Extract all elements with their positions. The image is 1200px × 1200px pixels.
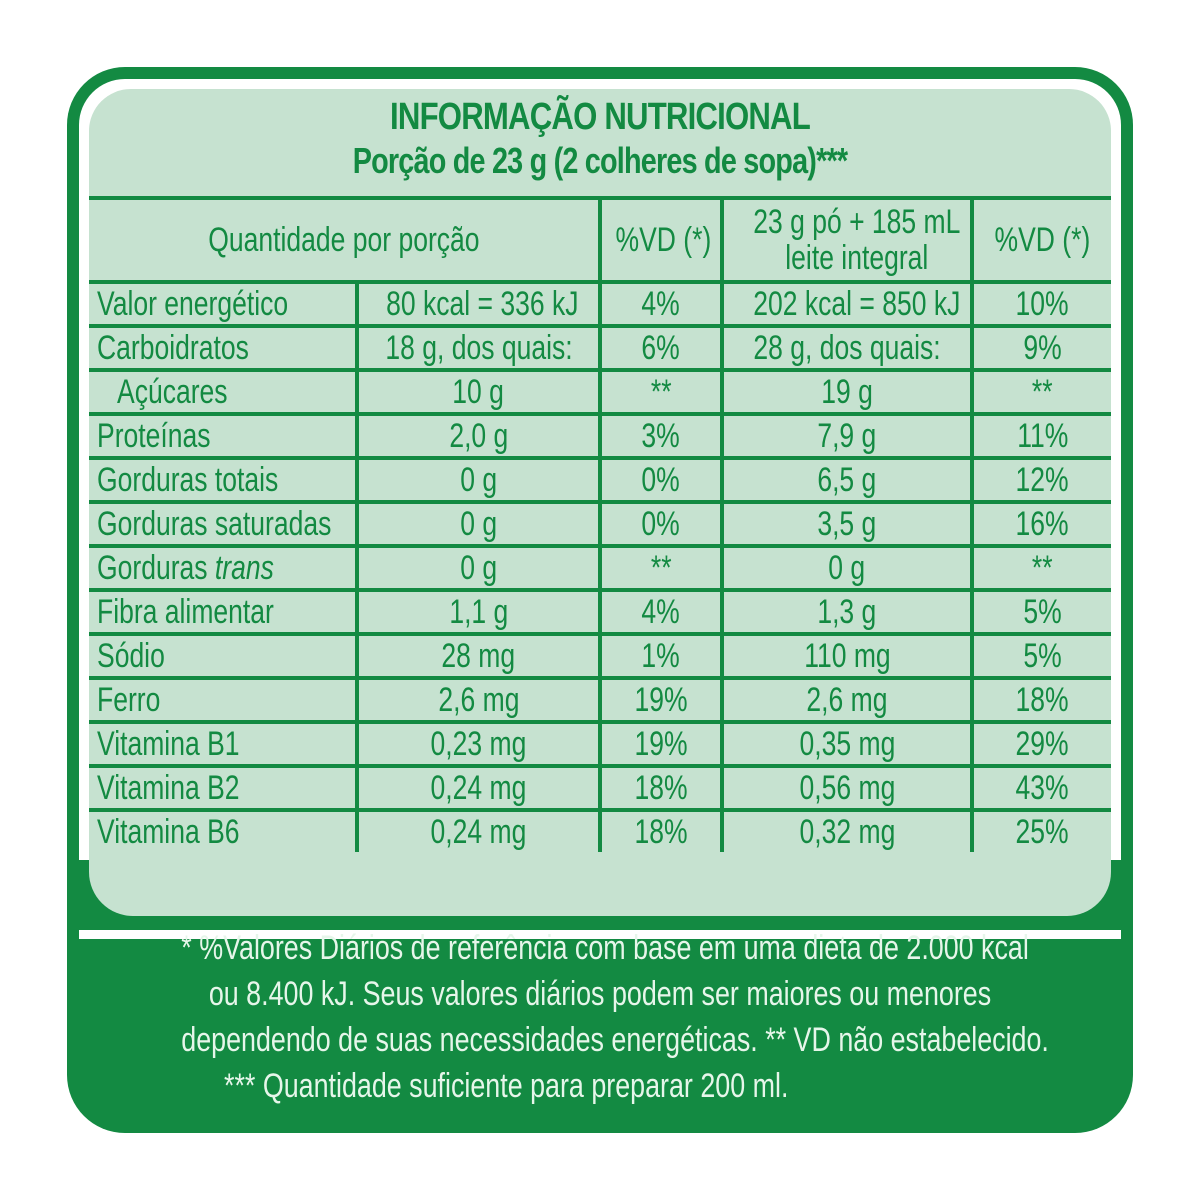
header-prepared: 23 g pó + 185 mL leite integral — [720, 196, 974, 284]
label-title: INFORMAÇÃO NUTRICIONAL — [390, 96, 811, 138]
amount-prepared: 3,5 g — [720, 500, 974, 548]
table-row: Vitamina B2 0,24 mg 18% 0,56 mg 43% — [89, 764, 1111, 812]
serving-size: Porção de 23 g (2 colheres de sopa)*** — [352, 140, 848, 181]
nutrient-name: Valor energético — [89, 280, 359, 328]
daily-value: 6% — [598, 324, 724, 372]
nutrient-name: Gorduras totais — [89, 456, 359, 504]
nutrition-table: Quantidade por porção %VD (*) 23 g pó + … — [89, 196, 1111, 852]
amount-prepared: 2,6 mg — [720, 676, 974, 724]
table-row: Gorduras totais 0 g 0% 6,5 g 12% — [89, 456, 1111, 504]
table-row: Valor energético 80 kcal = 336 kJ 4% 202 kc… — [89, 280, 1111, 328]
table-row: Ferro 2,6 mg 19% 2,6 mg 18% — [89, 676, 1111, 724]
daily-value-prepared: 18% — [970, 676, 1111, 724]
amount-per-serving: 18 g, dos quais: — [355, 324, 602, 372]
daily-value: 19% — [598, 676, 724, 724]
table-row: Fibra alimentar 1,1 g 4% 1,3 g 5% — [89, 588, 1111, 636]
amount-prepared: 0,56 mg — [720, 764, 974, 812]
amount-per-serving: 0 g — [355, 544, 602, 592]
daily-value-prepared: 25% — [970, 808, 1111, 852]
daily-value: 19% — [598, 720, 724, 768]
amount-prepared: 202 kcal = 850 kJ — [720, 280, 974, 328]
nutrient-name: Proteínas — [89, 412, 359, 460]
daily-value-prepared: 12% — [970, 456, 1111, 504]
table-row: Proteínas 2,0 g 3% 7,9 g 11% — [89, 412, 1111, 460]
table-row: Vitamina B6 0,24 mg 18% 0,32 mg 25% — [89, 808, 1111, 852]
footnotes: * %Valores Diários de referência com bas… — [70, 925, 1130, 1109]
amount-prepared: 0 g — [720, 544, 974, 592]
amount-prepared: 110 mg — [720, 632, 974, 680]
amount-per-serving: 80 kcal = 336 kJ — [355, 280, 602, 328]
nutrient-name: Gorduras saturadas — [89, 500, 359, 548]
nutrient-name: Açúcares — [89, 368, 359, 416]
header-vd-prepared: %VD (*) — [970, 196, 1111, 284]
amount-per-serving: 2,6 mg — [355, 676, 602, 724]
amount-prepared: 0,35 mg — [720, 720, 974, 768]
daily-value: 3% — [598, 412, 724, 460]
footnote-line: *** Quantidade suficiente para preparar … — [224, 1067, 789, 1105]
amount-per-serving: 1,1 g — [355, 588, 602, 636]
daily-value: 4% — [598, 588, 724, 636]
nutrient-name: Fibra alimentar — [89, 588, 359, 636]
nutrient-name: Carboidratos — [89, 324, 359, 372]
footnote-line: dependendo de suas necessidades energéti… — [181, 1021, 1049, 1059]
amount-per-serving: 0 g — [355, 500, 602, 548]
amount-per-serving: 0,24 mg — [355, 808, 602, 852]
daily-value: 0% — [598, 456, 724, 504]
amount-per-serving: 0 g — [355, 456, 602, 504]
table-header-row: Quantidade por porção %VD (*) 23 g pó + … — [89, 196, 1111, 284]
amount-prepared: 1,3 g — [720, 588, 974, 636]
table-row: Gorduras trans 0 g ** 0 g ** — [89, 544, 1111, 592]
daily-value-prepared: 43% — [970, 764, 1111, 812]
table-row: Gorduras saturadas 0 g 0% 3,5 g 16% — [89, 500, 1111, 548]
amount-per-serving: 2,0 g — [355, 412, 602, 460]
header-vd: %VD (*) — [598, 196, 724, 284]
daily-value-prepared: 5% — [970, 632, 1111, 680]
daily-value-prepared: 10% — [970, 280, 1111, 328]
daily-value: 4% — [598, 280, 724, 328]
amount-per-serving: 10 g — [355, 368, 602, 416]
daily-value-prepared: ** — [970, 544, 1111, 592]
daily-value-prepared: 16% — [970, 500, 1111, 548]
table-row: Açúcares 10 g ** 19 g ** — [89, 368, 1111, 416]
amount-prepared: 19 g — [720, 368, 974, 416]
nutrient-name: Vitamina B1 — [89, 720, 359, 768]
amount-prepared: 28 g, dos quais: — [720, 324, 974, 372]
footnote-line: ou 8.400 kJ. Seus valores diários podem … — [208, 975, 992, 1013]
amount-prepared: 0,32 mg — [720, 808, 974, 852]
nutrient-name: Vitamina B6 — [89, 808, 359, 852]
daily-value-prepared: 5% — [970, 588, 1111, 636]
amount-per-serving: 0,23 mg — [355, 720, 602, 768]
amount-per-serving: 28 mg — [355, 632, 602, 680]
table-row: Sódio 28 mg 1% 110 mg 5% — [89, 632, 1111, 680]
footnote-line: * %Valores Diários de referência com bas… — [181, 929, 1029, 967]
amount-prepared: 7,9 g — [720, 412, 974, 460]
daily-value-prepared: 11% — [970, 412, 1111, 460]
daily-value-prepared: 29% — [970, 720, 1111, 768]
amount-per-serving: 0,24 mg — [355, 764, 602, 812]
table-row: Vitamina B1 0,23 mg 19% 0,35 mg 29% — [89, 720, 1111, 768]
nutrient-name: Vitamina B2 — [89, 764, 359, 812]
daily-value-prepared: 9% — [970, 324, 1111, 372]
daily-value: ** — [598, 544, 724, 592]
table-row: Carboidratos 18 g, dos quais: 6% 28 g, dos … — [89, 324, 1111, 372]
nutrient-name: Ferro — [89, 676, 359, 724]
daily-value-prepared: ** — [970, 368, 1111, 416]
daily-value: 0% — [598, 500, 724, 548]
amount-prepared: 6,5 g — [720, 456, 974, 504]
daily-value: 18% — [598, 808, 724, 852]
daily-value: 1% — [598, 632, 724, 680]
nutrient-name: Gorduras trans — [89, 544, 359, 592]
daily-value: 18% — [598, 764, 724, 812]
daily-value: ** — [598, 368, 724, 416]
nutrient-name: Sódio — [89, 632, 359, 680]
header-quantity: Quantidade por porção — [89, 196, 602, 284]
